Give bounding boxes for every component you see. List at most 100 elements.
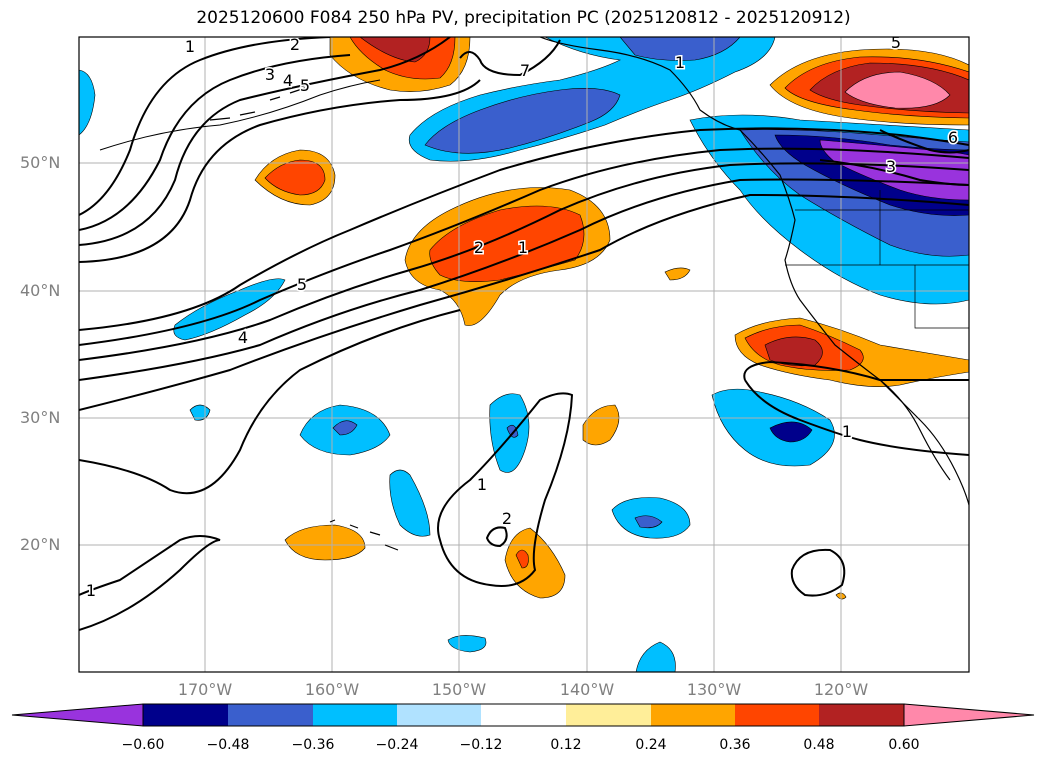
pv-contour (790, 548, 846, 597)
precip-negative-region (769, 421, 813, 443)
contour-label: 5 (300, 76, 310, 95)
precip-negative-region (619, 37, 741, 61)
colorbar (11, 703, 1035, 727)
colorbar-segment (481, 704, 566, 726)
colorbar-segment (143, 704, 228, 726)
pv-contour (879, 129, 969, 154)
lon-label: 120°W (813, 680, 869, 699)
precip-positive-region (359, 37, 431, 63)
precip-negative-region (173, 278, 286, 341)
colorbar-segment (735, 704, 819, 726)
contour-label: 1 (185, 37, 195, 56)
colorbar-tick: −0.12 (459, 737, 503, 753)
precip-negative-region (332, 420, 358, 436)
contour-label: 1 (86, 581, 96, 600)
precip-negative-region (635, 641, 676, 672)
contour-label: 2 (474, 238, 484, 257)
contour-label: 2 (290, 35, 300, 54)
colorbar-tick: −0.60 (121, 737, 165, 753)
pv-contour (79, 309, 461, 495)
pv-contour (79, 535, 221, 631)
colorbar-tick: 0.36 (719, 737, 751, 753)
colorbar-tick: −0.24 (375, 737, 419, 753)
baja-coast (879, 379, 951, 481)
north-america-coast (539, 37, 969, 506)
precip-negative-region (79, 69, 96, 136)
coastlines (99, 37, 969, 551)
precip-negative-region (424, 88, 621, 154)
map-frame (78, 36, 970, 673)
colorbar-segment (651, 704, 735, 726)
lat-label: 20°N (20, 535, 61, 554)
pv-contour (79, 54, 351, 231)
precip-negative-region (389, 469, 431, 537)
pv-contour (744, 379, 969, 456)
contour-label: 5 (297, 275, 307, 294)
colorbar-outline (142, 703, 905, 727)
map-panel: 1 2 3 4 5 7 1 3 5 6 2 1 4 5 1 2 1 1 (79, 33, 969, 672)
contour-label: 1 (477, 475, 487, 494)
contour-label: 1 (675, 53, 685, 72)
colorbar-segment (228, 704, 313, 726)
contour-label: 5 (891, 33, 901, 52)
contour-label: 7 (520, 61, 530, 80)
colorbar-tick: −0.36 (291, 737, 335, 753)
pv-contour (79, 147, 969, 346)
colorbar-tick: 0.60 (888, 737, 920, 753)
map-title: 2025120600 F084 250 hPa PV, precipitatio… (196, 8, 851, 28)
precip-positive-region (515, 549, 529, 569)
contour-label: 4 (238, 328, 248, 347)
colorbar-tick: −0.48 (206, 737, 250, 753)
colorbar-tick: 0.48 (803, 737, 835, 753)
precip-negative-region (447, 635, 487, 653)
colorbar-segment (397, 704, 481, 726)
precip-negative-region (634, 515, 663, 529)
contour-label: 3 (886, 157, 896, 176)
alaska-islands (99, 79, 381, 151)
pv-contour (79, 37, 331, 216)
pv-contour (79, 178, 969, 381)
precip-positive-region (844, 71, 951, 109)
pv-contour (79, 127, 969, 331)
pv-contour (485, 526, 508, 548)
pv-contour (79, 193, 969, 411)
lat-label: 50°N (20, 153, 61, 172)
precip-positive-region (664, 267, 691, 281)
colorbar-extend-left (11, 703, 144, 727)
precip-positive-region (284, 524, 366, 561)
aleutian-chain (209, 87, 306, 121)
precip-positive-region (264, 159, 326, 196)
colorbar-segment (313, 704, 397, 726)
precip-positive-region (582, 404, 620, 446)
contour-label: 2 (502, 509, 512, 528)
lon-label: 150°W (431, 680, 487, 699)
pv-contour (437, 392, 574, 587)
pv-contours (79, 37, 969, 631)
pv-contour (459, 39, 561, 77)
precip-negative-region (506, 424, 519, 438)
pv-contour (79, 79, 481, 263)
pv-contour (743, 360, 969, 382)
contour-label: 1 (518, 238, 528, 257)
lon-label: 130°W (686, 680, 742, 699)
lon-label: 160°W (304, 680, 360, 699)
lat-label: 40°N (20, 281, 61, 300)
contour-label: 3 (265, 65, 275, 84)
precip-positive-region (764, 336, 823, 367)
lon-label: 170°W (177, 680, 233, 699)
contour-label-layer: 1 2 3 4 5 7 1 3 5 6 2 1 4 5 1 2 1 1 (84, 33, 959, 602)
contour-label: 4 (283, 71, 293, 90)
colorbar-tick: 0.24 (635, 737, 667, 753)
colorbar-segment (819, 704, 904, 726)
precipitation-shading (79, 37, 969, 672)
lat-label: 30°N (20, 408, 61, 427)
hawaii-islands (329, 519, 399, 551)
contour-label: 6 (948, 128, 958, 147)
colorbar-segment (566, 704, 651, 726)
colorbar-extend-right (903, 703, 1035, 727)
contour-label: 1 (842, 422, 852, 441)
state-border (879, 190, 969, 329)
pv-contour (79, 162, 969, 361)
colorbar-tick: 0.12 (550, 737, 582, 753)
